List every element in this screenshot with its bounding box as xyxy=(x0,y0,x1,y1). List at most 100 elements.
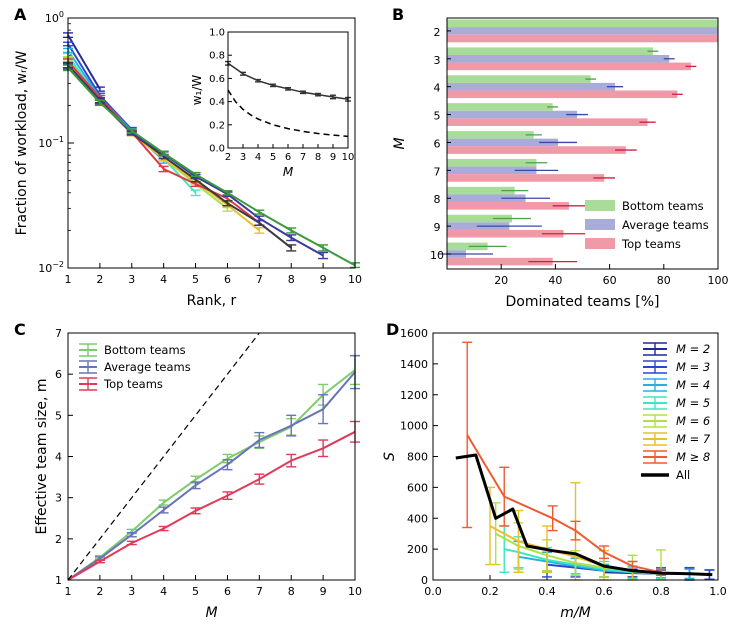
bar-bottom-teams xyxy=(447,158,537,167)
category-label: 10 xyxy=(430,249,444,262)
y-tick-label: 1600 xyxy=(400,327,428,340)
data-point xyxy=(222,459,233,471)
x-tick-label: 5 xyxy=(192,273,199,286)
panel-letter-a: A xyxy=(14,5,27,24)
category-label: 6 xyxy=(434,137,441,150)
x-tick-label: 0.0 xyxy=(424,585,442,598)
legend-label: Average teams xyxy=(622,218,709,232)
data-point xyxy=(190,171,201,178)
inset-data-point xyxy=(270,83,276,88)
bar-top-teams xyxy=(447,229,564,238)
x-axis-label: M xyxy=(205,605,217,621)
series-line xyxy=(67,430,356,581)
x-tick-label: 4 xyxy=(160,273,167,286)
bar-bottom-teams xyxy=(447,19,718,28)
panel-d: D 0 200 400 600 800 1000 1200 1400 1600 0.0 0.2 0.4 0… xyxy=(382,320,727,621)
legend-label: M = 5 xyxy=(676,396,710,410)
inset-data-point xyxy=(255,78,261,83)
data-point xyxy=(286,414,297,437)
data-point xyxy=(158,506,169,514)
y-tick-label: 1200 xyxy=(400,389,428,402)
x-tick-label: 1.0 xyxy=(709,585,727,598)
y-tick-label: 400 xyxy=(407,512,428,525)
y-axis-label: Fraction of workload, wᵣ/W xyxy=(14,51,30,236)
x-tick-label: 7 xyxy=(256,585,263,598)
y-axis-label: M xyxy=(392,137,408,149)
x-tick-label: 2 xyxy=(96,585,103,598)
x-tick-label: 3 xyxy=(128,585,135,598)
inset-data-point xyxy=(240,71,246,76)
series-top-teams xyxy=(67,420,360,581)
x-tick-label: 9 xyxy=(320,273,327,286)
data-point xyxy=(286,227,297,234)
panel-letter-c: C xyxy=(14,320,26,339)
series-line xyxy=(67,369,356,581)
legend-label: M = 7 xyxy=(676,432,711,446)
legend-label: Bottom teams xyxy=(622,199,704,213)
bar-top-teams xyxy=(447,90,678,99)
x-tick-label: 0.8 xyxy=(652,585,670,598)
legend: M = 2 M = 3 M = 4 M = 5 M = 6 M = 7 M ≥ 8 All xyxy=(641,342,711,482)
bar-top-teams xyxy=(447,202,569,210)
legend-label: M = 6 xyxy=(676,414,710,428)
axes-frame xyxy=(67,332,356,581)
inset-x-label: M xyxy=(283,165,294,179)
y-tick-label: 600 xyxy=(407,481,428,494)
bar-average-teams xyxy=(447,194,526,203)
category-label: 4 xyxy=(434,82,441,95)
panel-letter-d: D xyxy=(386,320,399,339)
x-axis-label: Rank, r xyxy=(187,293,237,309)
y-tick-label: 0 xyxy=(421,574,428,587)
bar-top-teams xyxy=(447,62,691,71)
legend-swatch xyxy=(585,238,615,249)
x-tick-label: 9 xyxy=(320,585,327,598)
y-tick-label: 6 xyxy=(55,368,62,381)
inset-y-tick-label: 0.8 xyxy=(209,51,225,62)
bar-top-teams xyxy=(447,118,648,126)
data-point xyxy=(94,99,105,107)
bar-average-teams xyxy=(447,138,559,147)
x-axis-label: m/M xyxy=(560,605,590,621)
y-tick-label: 200 xyxy=(407,543,428,556)
y-tick-label: 10−1 xyxy=(38,135,64,150)
bar-average-teams xyxy=(447,82,616,91)
y-tick-label: 1400 xyxy=(400,358,428,371)
series-line xyxy=(67,34,101,90)
x-tick-label: 40 xyxy=(548,274,562,287)
bar-top-teams xyxy=(447,146,626,154)
x-tick-label: 5 xyxy=(192,585,199,598)
bar-average-teams xyxy=(447,110,578,119)
legend: Bottom teams Average teams Top teams xyxy=(79,343,191,391)
inset-x-tick-label: 8 xyxy=(315,152,321,163)
x-tick-label: 10 xyxy=(348,585,362,598)
x-tick-label: 1 xyxy=(65,273,72,286)
data-point xyxy=(158,165,169,173)
axes-frame xyxy=(67,17,356,269)
x-tick-label: 100 xyxy=(708,274,729,287)
panel-b: B 2 3 4 5 6 7 8 9 10 20 40 60 80 100 Dominated teams [%… xyxy=(392,5,729,310)
data-point xyxy=(254,215,265,222)
data-point xyxy=(158,150,169,156)
data-point xyxy=(254,431,265,449)
bar-bottom-teams xyxy=(447,186,515,195)
legend-label: Bottom teams xyxy=(104,343,186,357)
inset-y-tick-label: 1.0 xyxy=(209,28,225,39)
bar-average-teams xyxy=(447,166,537,175)
data-point xyxy=(318,251,329,260)
data-point xyxy=(222,491,233,501)
data-point xyxy=(158,525,169,532)
category-label: 8 xyxy=(434,193,441,206)
data-point xyxy=(286,244,297,252)
inset-y-tick-label: 0.4 xyxy=(209,97,225,108)
y-axis-label: Effective team size, m xyxy=(34,379,50,535)
series-all xyxy=(455,453,713,577)
data-point xyxy=(94,559,105,564)
data-point xyxy=(286,234,297,242)
legend-label: Top teams xyxy=(103,377,163,391)
legend-label: Top teams xyxy=(621,237,681,251)
data-point xyxy=(222,200,233,207)
inset-data-point xyxy=(285,86,291,91)
inset-data-point xyxy=(315,92,321,97)
legend-label: All xyxy=(676,468,690,482)
data-point xyxy=(126,128,137,134)
